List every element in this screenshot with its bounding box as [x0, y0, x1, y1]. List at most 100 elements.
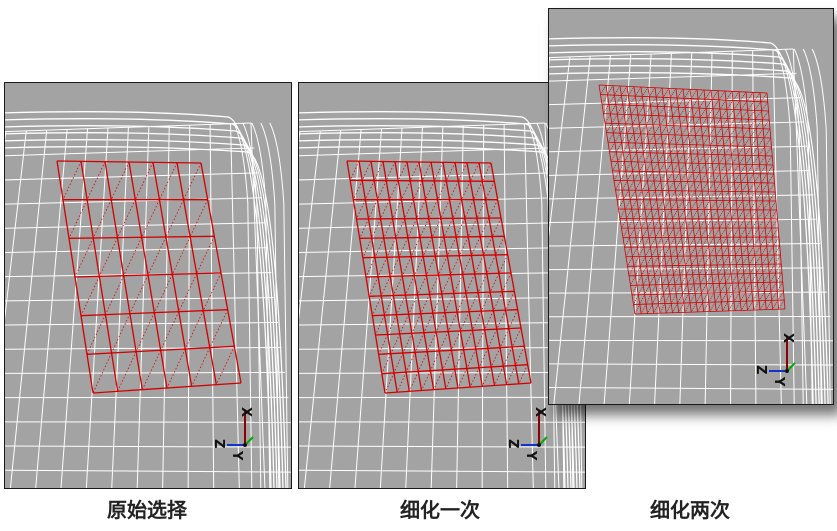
- selection-diagonal: [508, 309, 519, 329]
- selection-diagonal: [633, 171, 640, 181]
- selection-diagonal: [688, 181, 695, 192]
- selection-diagonal: [467, 217, 478, 238]
- selection-diagonal: [407, 218, 418, 238]
- selection-diagonal: [708, 181, 715, 192]
- selection-diagonal: [681, 227, 688, 238]
- selection-diagonal: [378, 334, 388, 355]
- selection-diagonal: [721, 118, 729, 128]
- axis-gizmo-icon: X ZY: [211, 407, 254, 461]
- selection-diagonal: [639, 209, 646, 219]
- selection-diagonal: [670, 293, 677, 304]
- selection-diagonal: [680, 274, 687, 285]
- selection-diagonal: [725, 273, 732, 284]
- selection-diagonal: [665, 256, 672, 266]
- selection-diagonal: [489, 273, 500, 293]
- selection-diagonal: [708, 237, 715, 247]
- selection-diagonal: [105, 275, 125, 315]
- selection-diagonal: [384, 295, 394, 316]
- wire-line: [5, 445, 291, 448]
- y-axis-label: Y: [229, 450, 244, 461]
- wire-curve: [269, 122, 289, 488]
- selection-diagonal: [702, 292, 709, 303]
- selection-diagonal: [635, 227, 642, 238]
- selection-diagonal: [722, 301, 729, 312]
- selection-mesh: [598, 84, 786, 315]
- selection-diagonal: [635, 86, 642, 97]
- selection-diagonal: [678, 255, 685, 266]
- selection-diagonal: [683, 293, 690, 304]
- wire-line: [430, 126, 444, 488]
- selection-diagonal: [746, 92, 754, 102]
- selection-diagonal: [716, 136, 724, 146]
- selection-diagonal: [757, 273, 764, 283]
- selection-diagonal: [737, 136, 744, 147]
- wire-curve: [793, 48, 813, 404]
- selection-diagonal: [469, 162, 480, 182]
- selection-diagonal: [650, 96, 657, 107]
- selection-diagonal: [442, 350, 452, 371]
- selection-diagonal: [776, 272, 783, 283]
- selection-diagonal: [753, 92, 761, 102]
- selection-diagonal: [610, 151, 617, 162]
- selection-diagonal: [389, 180, 399, 200]
- selection-diagonal: [682, 283, 688, 294]
- selection-diagonal: [490, 347, 501, 368]
- selection-diagonal: [742, 191, 749, 201]
- selection-diagonal: [731, 145, 738, 156]
- selection-diagonal: [178, 273, 198, 312]
- wire-line: [730, 51, 733, 404]
- selection-diagonal: [757, 209, 764, 220]
- selection-diagonal: [750, 137, 758, 147]
- selection-diagonal: [719, 218, 726, 229]
- selection-diagonal: [438, 331, 449, 352]
- selection-diagonal: [732, 282, 739, 293]
- selection-diagonal: [693, 274, 700, 285]
- selection-diagonal: [759, 300, 766, 311]
- selection-diagonal: [692, 163, 700, 173]
- selection-diagonal: [652, 209, 659, 219]
- selection-diagonal: [417, 275, 427, 295]
- selection-diagonal: [117, 351, 137, 392]
- selection-diagonal: [713, 283, 720, 293]
- selection-diagonal: [361, 161, 372, 181]
- selection-diagonal: [715, 127, 723, 137]
- selection-diagonal: [393, 352, 404, 374]
- wire-line: [9, 130, 48, 488]
- selection-diagonal: [730, 264, 737, 275]
- selection-diagonal: [738, 218, 746, 229]
- selection-diagonal: [657, 97, 664, 107]
- selection-diagonal: [633, 124, 640, 134]
- selection-diagonal: [627, 218, 634, 229]
- selection-diagonal: [690, 200, 697, 210]
- selection-diagonal: [664, 153, 671, 163]
- selection-diagonal: [710, 200, 717, 210]
- selection-diagonal: [476, 199, 487, 219]
- wire-line: [136, 126, 150, 488]
- selection-diagonal: [729, 255, 736, 265]
- selection-diagonal: [770, 209, 778, 220]
- selection-diagonal: [629, 95, 636, 106]
- selection-diagonal: [691, 98, 699, 109]
- selection-diagonal: [711, 209, 718, 220]
- selection-diagonal: [691, 209, 698, 219]
- selection-diagonal: [628, 86, 635, 96]
- mesh-refined-twice: X ZY: [549, 37, 833, 404]
- selection-diagonal: [679, 107, 686, 117]
- x-axis-label: X: [238, 407, 253, 417]
- selection-diagonal: [435, 312, 446, 333]
- selection-diagonal: [655, 134, 662, 144]
- selection-diagonal: [637, 237, 643, 248]
- selection-diagonal: [362, 238, 373, 258]
- selection-diagonal: [612, 123, 620, 134]
- z-axis-label: Z: [753, 365, 768, 374]
- wire-curve: [549, 37, 814, 404]
- wireframe-grid: [299, 111, 585, 488]
- selection-diagonal: [764, 137, 772, 148]
- selection-diagonal: [760, 92, 768, 102]
- selection-diagonal: [619, 208, 626, 219]
- selection-diagonal: [741, 109, 749, 120]
- selection-diagonal: [725, 154, 732, 165]
